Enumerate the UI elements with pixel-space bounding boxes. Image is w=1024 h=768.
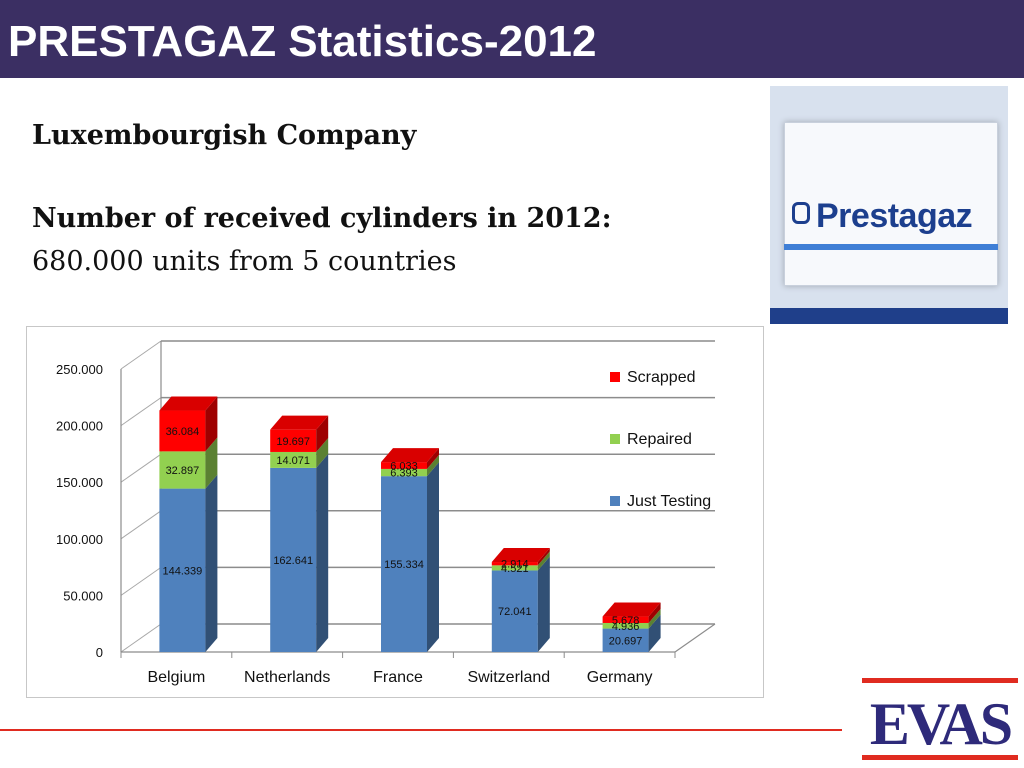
- footer-divider: [0, 729, 842, 731]
- bar-side: [648, 608, 661, 629]
- prestagaz-logo-text: Prestagaz: [816, 197, 973, 235]
- bar-scrapped-france: [381, 462, 427, 469]
- y-tick-label: 0: [96, 645, 103, 660]
- stacked-bar-chart: 0 50.000 100.000 150.000 200.000 250.000 144.3…: [56, 340, 716, 686]
- bar-scrapped-netherlands: [270, 429, 317, 452]
- y-tick-label: 200.000: [56, 419, 103, 434]
- bar-side: [427, 454, 439, 477]
- data-label: 162.641: [273, 555, 313, 567]
- bar-side: [316, 453, 329, 652]
- data-label: 32.897: [166, 465, 200, 477]
- title-bar: [0, 0, 1024, 78]
- units-text: 680.000 units from 5 countries: [32, 246, 457, 277]
- bar-just-testing-netherlands: [270, 467, 317, 652]
- prestagaz-logo-stripe: [784, 244, 998, 250]
- page-title: PRESTAGAZ Statistics-2012: [8, 17, 597, 66]
- grid-side-line: [120, 623, 162, 653]
- legend-label: Just Testing: [627, 493, 711, 510]
- bar-side: [648, 602, 661, 623]
- received-heading: Number of received cylinders in 2012:: [32, 203, 612, 234]
- grid-side-line: [120, 510, 162, 540]
- bar-top: [270, 415, 329, 430]
- data-label: 6.033: [390, 461, 418, 473]
- data-label: 20.697: [609, 635, 643, 647]
- legend-swatch: [610, 496, 620, 506]
- legend-swatch: [610, 372, 620, 382]
- data-label: 19.697: [276, 436, 310, 448]
- bar-just-testing-belgium: [159, 488, 206, 652]
- data-label: 4.521: [501, 563, 529, 575]
- legend-label: Repaired: [627, 431, 692, 448]
- prestagaz-logo-base: [770, 308, 1008, 324]
- bar-scrapped-switzerland: [491, 562, 538, 566]
- y-tick-label: 100.000: [56, 532, 103, 547]
- y-tick-label: 150.000: [56, 475, 103, 490]
- gas-cylinder-icon: [792, 202, 810, 224]
- x-category-label: Switzerland: [467, 669, 550, 686]
- bar-scrapped-germany: [602, 616, 649, 623]
- data-label: 4.936: [612, 621, 640, 633]
- data-label: 2.914: [501, 559, 529, 571]
- grid-side-line: [120, 340, 162, 370]
- bar-side: [316, 437, 329, 468]
- data-label: 5.678: [612, 615, 640, 627]
- bar-scrapped-belgium: [159, 410, 206, 452]
- bar-top: [602, 602, 661, 617]
- bar-just-testing-france: [381, 476, 427, 652]
- bar-side: [205, 396, 218, 452]
- bar-side: [205, 474, 218, 652]
- data-label: 144.339: [163, 565, 203, 577]
- bar-side: [427, 448, 439, 469]
- x-category-label: Germany: [587, 669, 653, 686]
- data-label: 14.071: [276, 455, 310, 467]
- bar-repaired-france: [381, 468, 427, 477]
- grid-side-line: [120, 397, 162, 427]
- legend-label: Scrapped: [627, 369, 696, 386]
- x-category-label: France: [373, 669, 423, 686]
- data-label: 36.084: [166, 426, 200, 438]
- bar-just-testing-switzerland: [491, 570, 538, 652]
- bar-side: [537, 556, 550, 652]
- bar-side: [648, 614, 661, 652]
- bar-side: [316, 415, 329, 452]
- bar-repaired-germany: [602, 622, 649, 629]
- bar-top: [491, 548, 550, 563]
- data-label: 72.041: [498, 606, 532, 618]
- bar-top: [159, 396, 218, 411]
- grid-side-line: [120, 453, 162, 483]
- evas-logo-text: EVAS: [870, 691, 1011, 757]
- chart-frame: 0 50.000 100.000 150.000 200.000 250.000 144.3…: [26, 326, 764, 698]
- prestagaz-logo-card: [784, 122, 998, 286]
- bar-side: [205, 437, 218, 489]
- y-tick-label: 50.000: [63, 588, 103, 603]
- data-label: 155.334: [384, 559, 424, 571]
- company-heading: Luxembourgish Company: [32, 120, 417, 151]
- x-category-label: Belgium: [147, 669, 205, 686]
- x-category-label: Netherlands: [244, 669, 330, 686]
- floor-right-edge: [674, 623, 716, 653]
- y-tick-label: 250.000: [56, 362, 103, 377]
- bar-side: [427, 462, 439, 652]
- data-label: 6.393: [390, 468, 418, 480]
- bar-repaired-netherlands: [270, 451, 317, 468]
- bar-repaired-switzerland: [491, 565, 538, 571]
- evas-logo: EVAS: [862, 678, 1018, 760]
- prestagaz-logo: Prestagaz: [790, 197, 973, 236]
- bar-just-testing-germany: [602, 628, 649, 652]
- bar-side: [537, 551, 550, 571]
- grid-side-line: [120, 566, 162, 596]
- bar-repaired-belgium: [159, 451, 206, 489]
- bar-side: [537, 548, 550, 566]
- bar-top: [381, 448, 439, 463]
- legend-swatch: [610, 434, 620, 444]
